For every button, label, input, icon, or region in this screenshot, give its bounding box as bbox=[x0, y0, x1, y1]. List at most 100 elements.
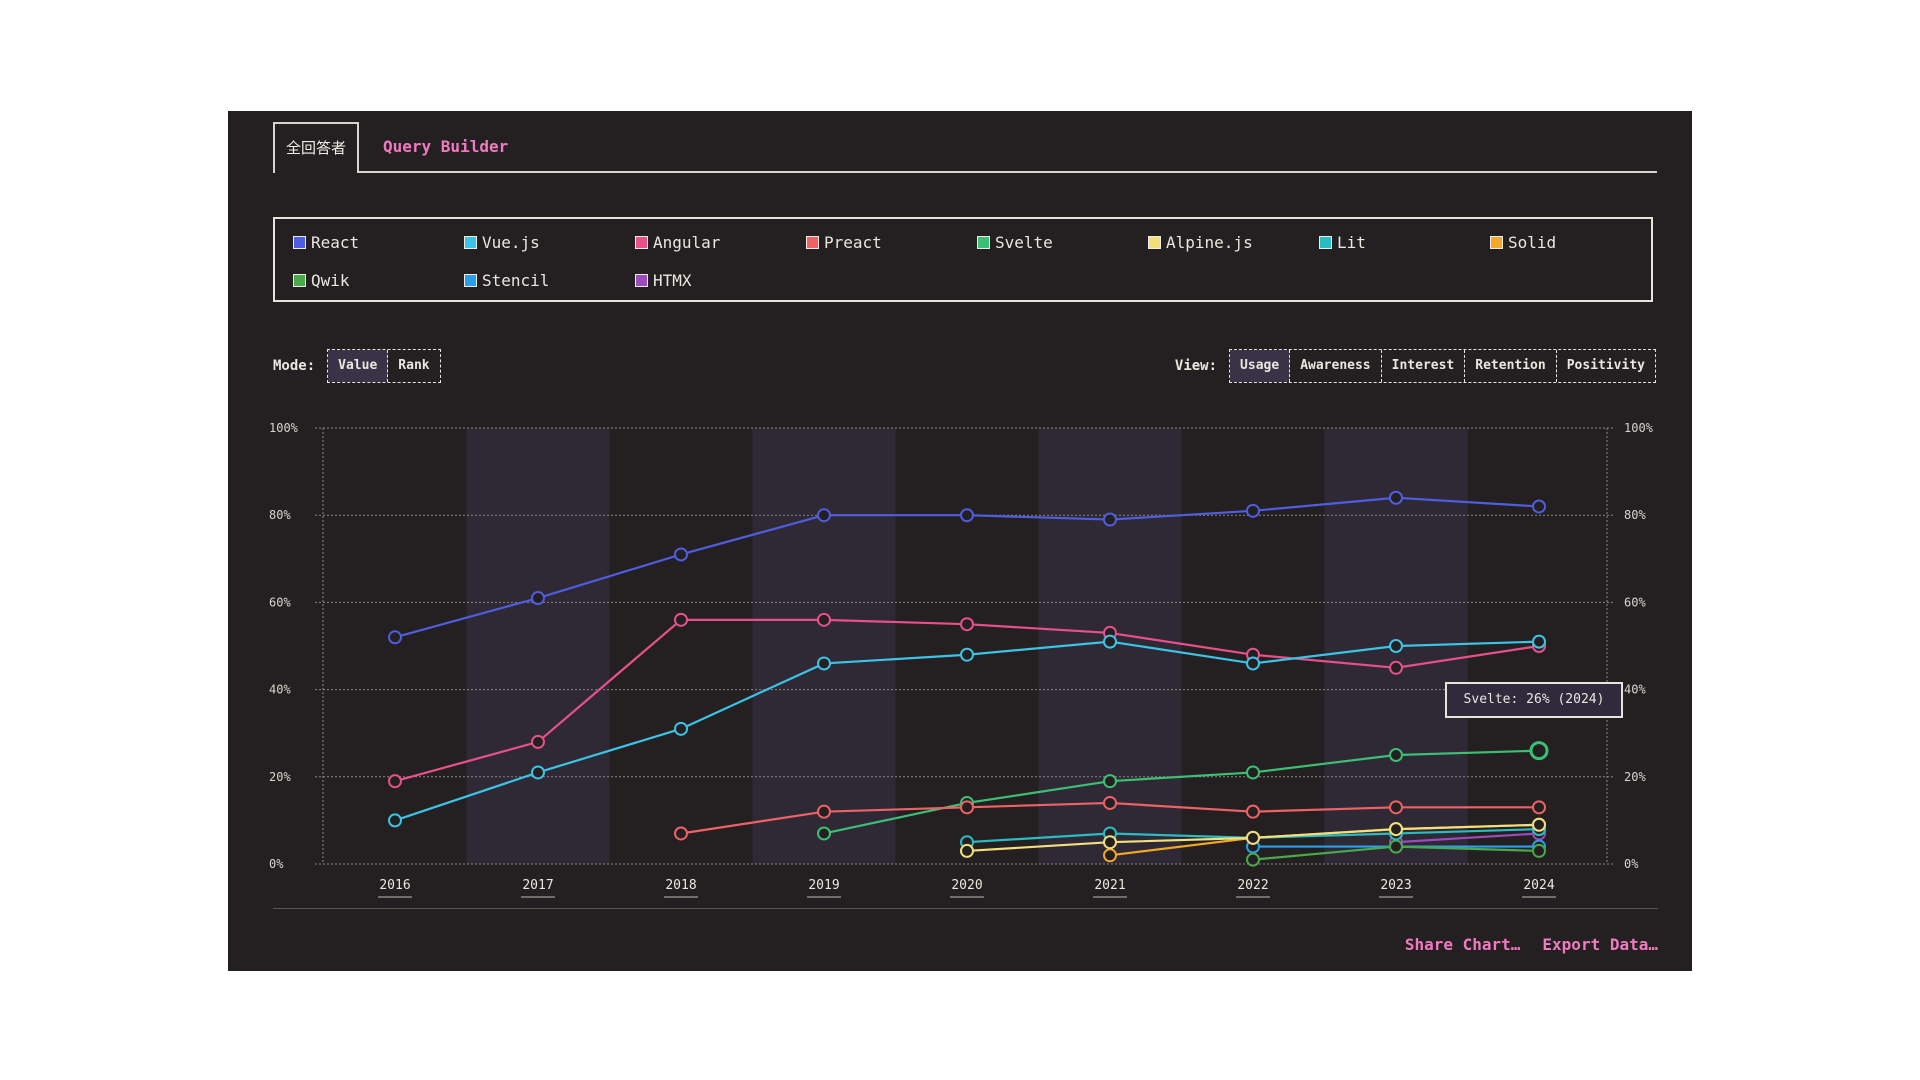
data-point-svelte bbox=[817, 826, 831, 841]
legend-item-qwik[interactable]: Qwik bbox=[293, 271, 350, 290]
x-tick-label: 2017 bbox=[522, 878, 553, 893]
data-point-vue-js bbox=[388, 813, 402, 828]
y-tick-label-right: 60% bbox=[1624, 595, 1646, 609]
x-tick-label: 2018 bbox=[665, 878, 696, 893]
x-tick-label: 2021 bbox=[1094, 878, 1125, 893]
legend-item-preact[interactable]: Preact bbox=[806, 233, 882, 252]
view-positivity-button[interactable]: Positivity bbox=[1566, 358, 1645, 373]
legend-swatch bbox=[1148, 236, 1161, 249]
x-tick-label: 2019 bbox=[808, 878, 839, 893]
legend-item-alpine-js[interactable]: Alpine.js bbox=[1148, 233, 1253, 252]
legend-label: Solid bbox=[1508, 233, 1557, 252]
legend-swatch bbox=[1319, 236, 1332, 249]
y-tick-label-right: 100% bbox=[1624, 421, 1654, 435]
mode-label: Mode: bbox=[273, 358, 316, 374]
series-line-htmx bbox=[1395, 832, 1540, 844]
x-tick-label: 2022 bbox=[1237, 878, 1268, 893]
data-point-preact bbox=[1532, 800, 1546, 815]
view-retention-button[interactable]: Retention bbox=[1465, 350, 1557, 382]
legend-label: Lit bbox=[1337, 233, 1366, 252]
chart-panel: 全回答者 Query Builder React Vue.js Angular Pre… bbox=[228, 111, 1692, 971]
line-chart: 0% 0% 20% 20% 40% 40% 60% 60% 80% 80% 100% 100% 2016… bbox=[269, 421, 1654, 898]
data-point-react bbox=[1246, 503, 1260, 518]
data-point-preact bbox=[1246, 804, 1260, 819]
data-point-angular bbox=[674, 612, 688, 627]
data-point-react bbox=[674, 547, 688, 562]
y-tick-label-left: 0% bbox=[269, 857, 284, 871]
share-chart-link[interactable]: Share Chart… bbox=[1404, 935, 1521, 954]
legend-item-lit[interactable]: Lit bbox=[1319, 233, 1366, 252]
legend-item-svelte[interactable]: Svelte bbox=[977, 233, 1053, 252]
export-data-link[interactable]: Export Data… bbox=[1542, 935, 1658, 954]
data-point-angular bbox=[1389, 660, 1403, 675]
y-tick-label-left: 20% bbox=[269, 770, 291, 784]
view-usage-button[interactable]: Usage bbox=[1230, 350, 1291, 382]
data-point-preact bbox=[960, 800, 974, 815]
data-point-alpine-js bbox=[1532, 817, 1546, 832]
legend: React Vue.js Angular Preact Svelte Alpine.js L… bbox=[273, 217, 1653, 302]
legend-label: Qwik bbox=[311, 271, 350, 290]
data-point-angular bbox=[960, 617, 974, 632]
data-point-solid bbox=[1103, 848, 1117, 863]
tab-query-builder[interactable]: Query Builder bbox=[383, 137, 509, 156]
legend-swatch bbox=[977, 236, 990, 249]
legend-label: Preact bbox=[824, 233, 882, 252]
legend-swatch bbox=[635, 274, 648, 287]
data-point-preact bbox=[817, 804, 831, 819]
chart-actions: Share Chart… Export Data… bbox=[1405, 935, 1658, 954]
y-tick-label-right: 40% bbox=[1624, 683, 1646, 697]
legend-item-stencil[interactable]: Stencil bbox=[464, 271, 549, 290]
y-tick-label-left: 80% bbox=[269, 508, 291, 522]
view-toggle: Usage Awareness Interest Retention Posit… bbox=[1229, 349, 1656, 383]
data-point-vue-js bbox=[817, 656, 831, 671]
legend-label: HTMX bbox=[653, 271, 692, 290]
mode-rank-button[interactable]: Rank bbox=[398, 358, 430, 373]
y-tick-label-left: 100% bbox=[269, 421, 299, 435]
legend-item-angular[interactable]: Angular bbox=[635, 233, 720, 252]
year-band bbox=[752, 428, 896, 864]
legend-item-htmx[interactable]: HTMX bbox=[635, 271, 692, 290]
mode-value-button[interactable]: Value bbox=[328, 350, 389, 382]
legend-swatch bbox=[293, 274, 306, 287]
legend-label: Angular bbox=[653, 233, 721, 252]
x-tick-label: 2016 bbox=[379, 878, 410, 893]
view-interest-button[interactable]: Interest bbox=[1382, 350, 1466, 382]
legend-item-vue-js[interactable]: Vue.js bbox=[464, 233, 540, 252]
view-control: View: Usage Awareness Interest Retention… bbox=[1175, 348, 1656, 384]
data-point-vue-js bbox=[1246, 656, 1260, 671]
data-point-react bbox=[531, 591, 545, 606]
x-tick-label: 2020 bbox=[951, 878, 982, 893]
data-point-react bbox=[960, 508, 974, 523]
view-label: View: bbox=[1174, 358, 1218, 374]
legend-item-solid[interactable]: Solid bbox=[1490, 233, 1556, 252]
data-point-react bbox=[388, 630, 402, 645]
legend-label: React bbox=[311, 233, 360, 252]
legend-swatch bbox=[1490, 236, 1503, 249]
data-point-svelte bbox=[1529, 741, 1549, 761]
legend-label: Stencil bbox=[482, 271, 550, 290]
data-point-qwik bbox=[1246, 852, 1260, 867]
legend-item-react[interactable]: React bbox=[293, 233, 359, 252]
bottom-divider bbox=[273, 908, 1658, 909]
data-point-react bbox=[1389, 490, 1403, 505]
data-point-preact bbox=[1389, 800, 1403, 815]
data-point-alpine-js bbox=[1389, 822, 1403, 837]
data-point-alpine-js bbox=[960, 843, 974, 858]
data-point-alpine-js bbox=[1246, 830, 1260, 845]
y-tick-label-right: 0% bbox=[1624, 857, 1639, 871]
view-awareness-button[interactable]: Awareness bbox=[1290, 350, 1382, 382]
year-band bbox=[466, 428, 610, 864]
legend-swatch bbox=[464, 274, 477, 287]
data-point-angular bbox=[531, 734, 545, 749]
legend-label: Alpine.js bbox=[1166, 233, 1253, 252]
tab-all-respondents[interactable]: 全回答者 bbox=[273, 122, 359, 173]
y-tick-label-left: 60% bbox=[269, 595, 291, 609]
data-point-vue-js bbox=[1389, 639, 1403, 653]
data-point-react bbox=[1532, 499, 1546, 514]
y-tick-label-right: 20% bbox=[1624, 770, 1646, 784]
legend-label: Svelte bbox=[995, 233, 1053, 252]
data-point-svelte bbox=[1103, 774, 1117, 789]
data-point-preact bbox=[1103, 795, 1117, 810]
y-tick-label-right: 80% bbox=[1624, 508, 1646, 522]
y-tick-label-left: 40% bbox=[269, 683, 291, 697]
